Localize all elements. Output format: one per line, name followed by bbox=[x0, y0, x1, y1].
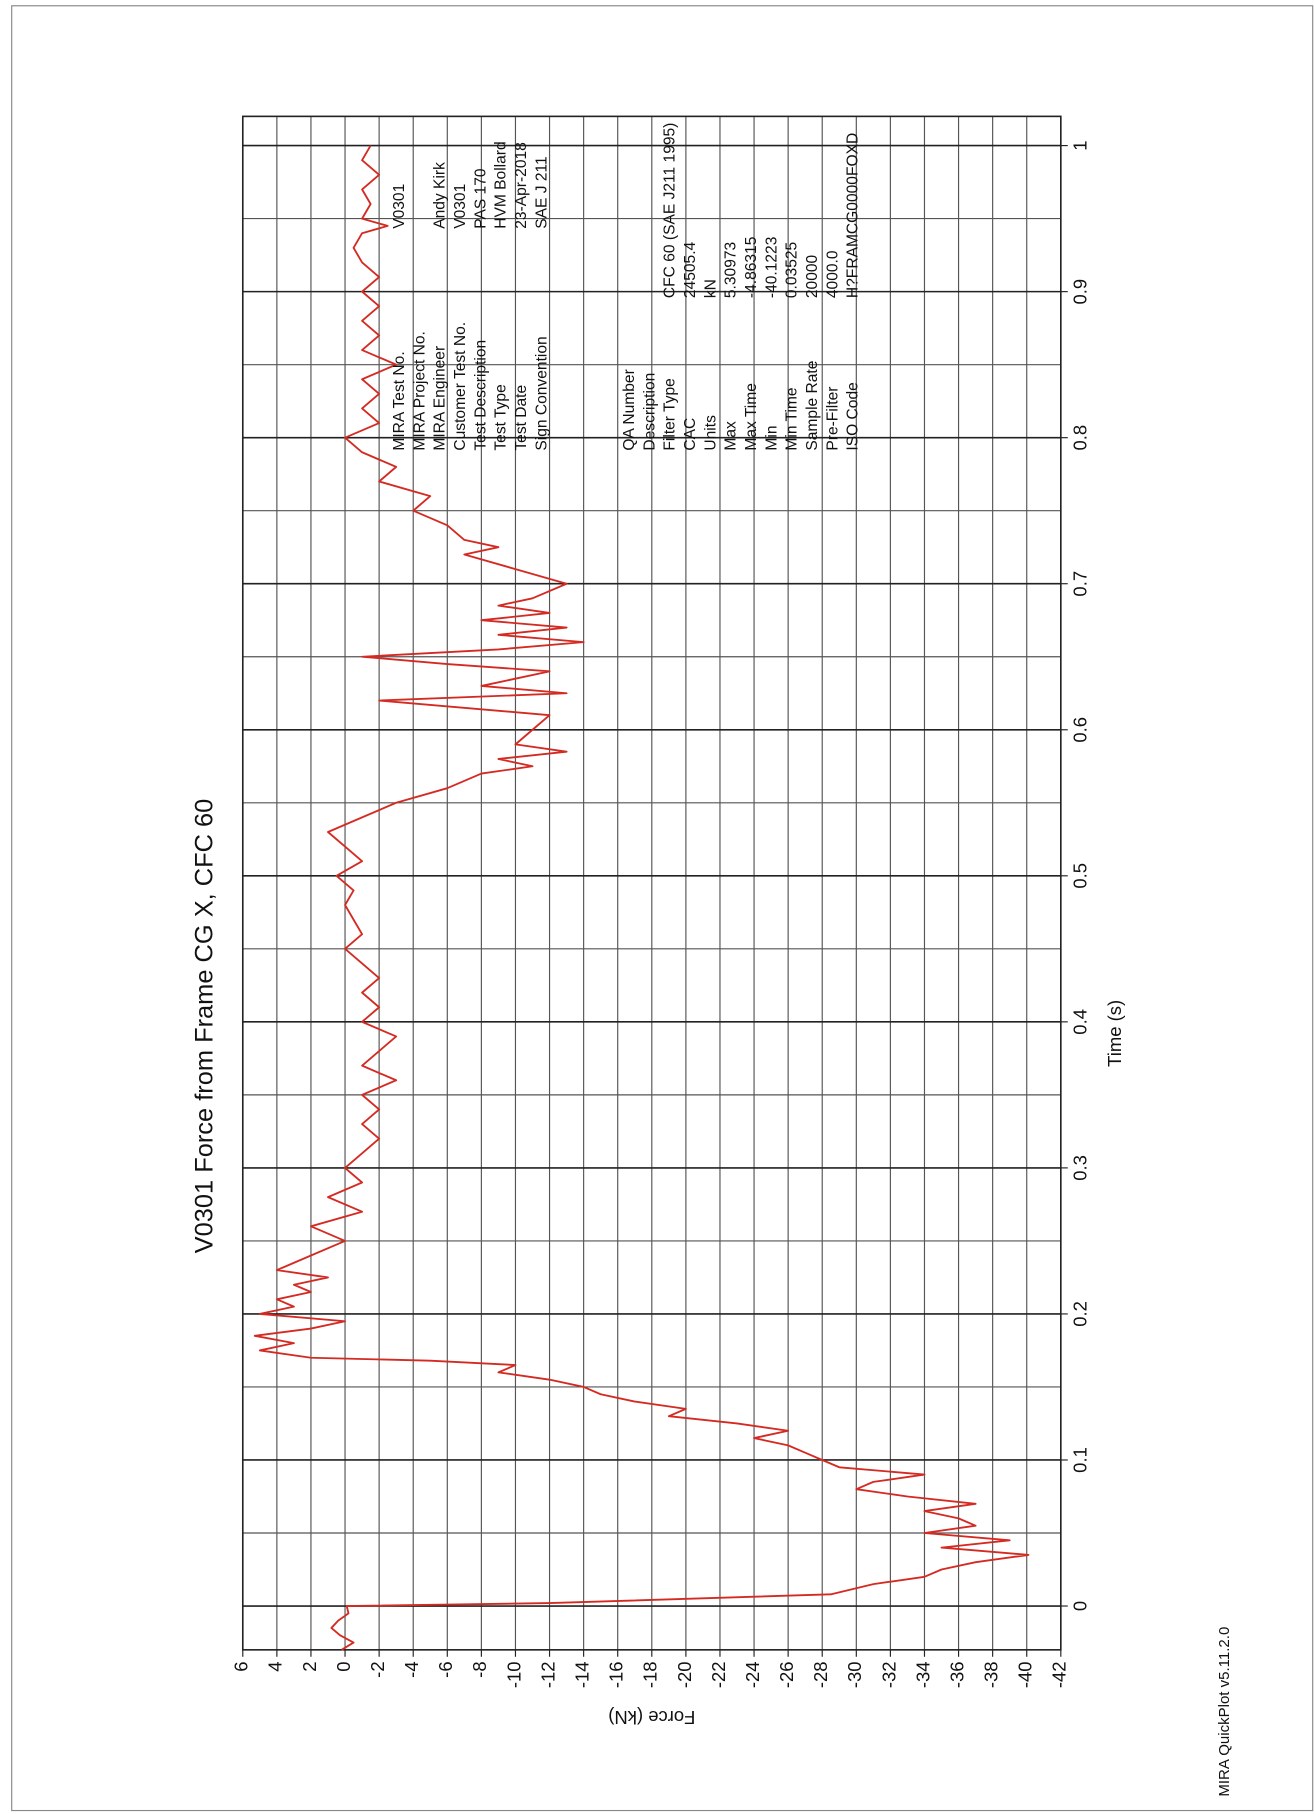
y-tick-label: -6 bbox=[435, 1661, 456, 1677]
y-tick-label: -20 bbox=[674, 1661, 695, 1688]
info-value: kN bbox=[702, 279, 719, 298]
y-tick-label: -8 bbox=[469, 1661, 490, 1677]
info-label: CAC bbox=[682, 418, 699, 451]
y-tick-label: 0 bbox=[333, 1661, 354, 1671]
chart-title: V0301 Force from Frame CG X, CFC 60 bbox=[191, 799, 219, 1254]
y-tick-label: -10 bbox=[503, 1661, 524, 1688]
y-tick-label: -24 bbox=[742, 1661, 763, 1688]
info-value: 4000.0 bbox=[824, 250, 841, 298]
info-label: Sign Convention bbox=[533, 336, 550, 450]
info-label: Test Date bbox=[513, 385, 530, 451]
info-value: 23-Apr-2018 bbox=[513, 142, 530, 229]
info-label: Min Time bbox=[784, 387, 801, 450]
y-tick-label: -26 bbox=[776, 1661, 797, 1688]
info-value: 0.03525 bbox=[784, 241, 801, 298]
info-value: SAE J 211 bbox=[533, 156, 550, 228]
info-label: Min bbox=[763, 426, 780, 451]
info-label: Sample Rate bbox=[804, 361, 821, 451]
x-tick-label: 0.8 bbox=[1069, 425, 1090, 451]
info-label: Test Type bbox=[493, 384, 510, 450]
x-tick-label: 0.2 bbox=[1069, 1301, 1090, 1327]
info-value: H?FRAMCG0000FOXD bbox=[845, 133, 862, 298]
y-tick-label: -32 bbox=[878, 1661, 899, 1688]
x-tick-label: 0.1 bbox=[1069, 1447, 1090, 1473]
x-tick-label: 0.5 bbox=[1069, 863, 1090, 889]
plot-frame bbox=[241, 115, 1062, 1651]
y-tick-label: -12 bbox=[537, 1661, 558, 1688]
x-tick-label: 0.4 bbox=[1069, 1009, 1090, 1035]
info-value: V0301 bbox=[452, 184, 469, 229]
y-tick-label: -30 bbox=[844, 1661, 865, 1688]
x-tick-label: 1 bbox=[1069, 140, 1090, 150]
y-tick-label: -36 bbox=[946, 1661, 967, 1688]
info-value: CFC 60 (SAE J211 1995) bbox=[662, 123, 679, 298]
info-label: Max Time bbox=[743, 383, 760, 451]
y-tick-label: 2 bbox=[299, 1661, 320, 1671]
x-tick-label: 0 bbox=[1069, 1601, 1090, 1611]
info-label: Units bbox=[702, 415, 719, 451]
info-value: Andy Kirk bbox=[432, 162, 449, 229]
y-tick-label: -4 bbox=[401, 1661, 422, 1677]
x-tick-label: 0.9 bbox=[1069, 279, 1090, 305]
y-tick-label: -42 bbox=[1049, 1661, 1070, 1688]
info-label: Description bbox=[641, 373, 658, 451]
y-tick-label: -38 bbox=[981, 1661, 1002, 1688]
x-tick-label: 0.6 bbox=[1069, 717, 1090, 743]
info-label: MIRA Test No. bbox=[391, 351, 408, 450]
y-tick-label: -40 bbox=[1015, 1661, 1036, 1688]
info-value: HVM Bollard bbox=[493, 141, 510, 228]
info-label: ISO Code bbox=[845, 382, 862, 450]
info-label: MIRA Project No. bbox=[411, 331, 428, 450]
data-line bbox=[253, 145, 1030, 1651]
page-border bbox=[11, 5, 1314, 1812]
x-tick-label: 0.7 bbox=[1069, 571, 1090, 597]
info-value: PAS 170 bbox=[472, 168, 489, 229]
info-label: Filter Type bbox=[662, 378, 679, 450]
y-tick-label: -18 bbox=[640, 1661, 661, 1688]
rotated-chart: V0301 Force from Frame CG X, CFC 60 6 4 2 0 -… bbox=[191, 115, 1233, 1797]
x-tick-label: 0.3 bbox=[1069, 1155, 1090, 1181]
y-tick-label: 6 bbox=[231, 1661, 252, 1671]
info-label: Pre-Filter bbox=[824, 387, 841, 451]
info-value: 5.30973 bbox=[723, 242, 740, 298]
y-tick-label: -16 bbox=[606, 1661, 627, 1688]
y-tick-label: 4 bbox=[265, 1661, 286, 1671]
info-value: -4.86315 bbox=[743, 236, 760, 298]
info-label: Test Description bbox=[472, 340, 489, 451]
y-axis-label: Force (kN) bbox=[608, 1707, 695, 1728]
info-value: 20000 bbox=[804, 254, 821, 298]
y-tick-label: -34 bbox=[912, 1661, 933, 1688]
info-label: MIRA Engineer bbox=[432, 346, 449, 451]
y-tick-label: -2 bbox=[367, 1661, 388, 1677]
info-label: Max bbox=[723, 421, 740, 451]
info-value: V0301 bbox=[391, 184, 408, 229]
info-value: 24505.4 bbox=[682, 241, 699, 298]
info-value: -40.1223 bbox=[763, 237, 780, 298]
info-label: Customer Test No. bbox=[452, 322, 469, 451]
x-axis-label: Time (s) bbox=[1104, 1000, 1125, 1067]
footer: MIRA QuickPlot v5.11.2.0 bbox=[1216, 1627, 1233, 1797]
y-tick-label: -14 bbox=[572, 1661, 593, 1688]
y-tick-label: -22 bbox=[708, 1661, 729, 1688]
info-label: QA Number bbox=[621, 369, 638, 450]
y-tick-label: -28 bbox=[810, 1661, 831, 1688]
